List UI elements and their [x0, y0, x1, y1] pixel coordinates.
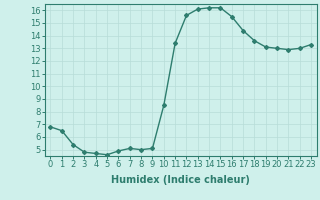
X-axis label: Humidex (Indice chaleur): Humidex (Indice chaleur): [111, 175, 250, 185]
